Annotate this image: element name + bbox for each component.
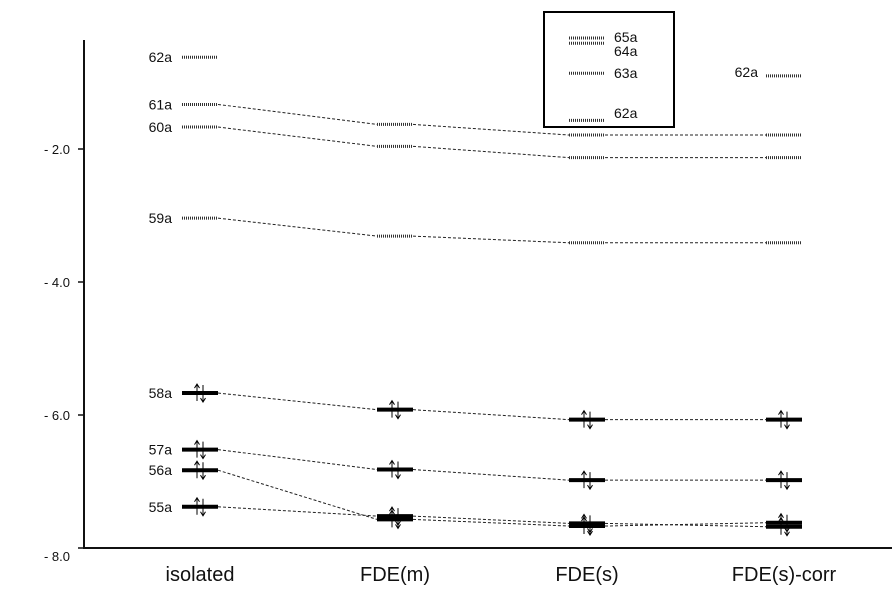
y-tick-label: - 8.0 [44,549,70,564]
spin-up-arrowhead [581,516,587,522]
spin-up-arrowhead [194,383,200,389]
x-category-label: FDE(s)-corr [732,564,837,586]
spin-down-arrowhead [587,530,593,536]
level-label: 59a [149,210,173,226]
connector-line [604,522,767,527]
level-label: 56a [149,462,173,478]
level-label: 62a [735,64,759,80]
spin-down-arrowhead [395,524,401,530]
y-tick-label: - 6.0 [44,408,70,423]
spin-down-arrowhead [587,484,593,491]
inset-level-label: 64a [614,43,638,59]
connector-line [412,518,570,527]
x-category-label: FDE(s) [555,564,618,586]
inset-frame [543,11,675,128]
connector-line [412,145,570,159]
level-label: 60a [149,119,173,135]
spin-up-arrowhead [778,470,784,476]
connector-line [217,506,378,517]
spin-down-arrowhead [587,424,593,430]
spin-down-arrowhead [200,511,206,517]
spin-up-arrowhead [778,512,784,518]
spin-down-arrowhead [200,474,206,481]
level-labels: 55a 56a 57a 58a 59a 60a 61a 62a 62a [149,49,759,515]
connector-line [217,469,378,520]
spin-up-arrowhead [194,460,200,466]
spin-down-arrowhead [784,484,790,491]
spin-up-arrowhead [389,506,395,512]
inset-level-label: 65a [614,29,638,45]
spin-up-arrowhead [389,399,395,405]
spin-down-arrowhead [784,527,790,533]
spin-down-arrowhead [395,474,401,480]
connector-line [412,235,570,244]
spin-down-arrowhead [395,414,401,420]
level-label: 62a [149,49,173,65]
connector-line [217,103,378,125]
spin-up-arrowhead [194,496,200,503]
spin-up-arrowhead [389,459,395,465]
spin-up-arrowhead [389,509,395,515]
spin-down-arrowhead [200,454,206,460]
connector-line [217,392,378,411]
spin-up-arrowhead [581,409,587,415]
connector-lines [217,103,767,528]
spin-down-arrowhead [200,397,206,403]
level-label: 58a [149,385,173,401]
level-label: 57a [149,442,173,458]
level-label: 61a [149,96,173,112]
level-label: 55a [149,499,173,515]
connector-line [217,217,378,237]
x-category-label: FDE(m) [360,564,430,586]
connector-line [412,469,570,481]
spin-down-arrowhead [784,424,790,430]
spin-up-arrowhead [581,513,587,519]
spin-up-arrowhead [194,439,200,445]
connector-line [412,123,570,136]
spin-up-arrowhead [581,470,587,476]
connector-line [412,515,570,524]
connector-line [604,522,767,528]
axes: - 2.0 - 4.0 - 6.0 - 8.0 isolated FDE(m) FDE(s)… [44,40,892,586]
spin-up-arrowhead [778,409,784,415]
connector-line [412,409,570,421]
inset-level-label: 62a [614,105,638,121]
y-tick-label: - 2.0 [44,142,70,157]
energy-levels [182,55,802,537]
connector-line [217,126,378,147]
inset-level-label: 63a [614,65,638,81]
connector-line [217,449,378,471]
y-tick-label: - 4.0 [44,275,70,290]
spin-down-arrowhead [784,531,790,537]
x-category-label: isolated [166,564,235,586]
